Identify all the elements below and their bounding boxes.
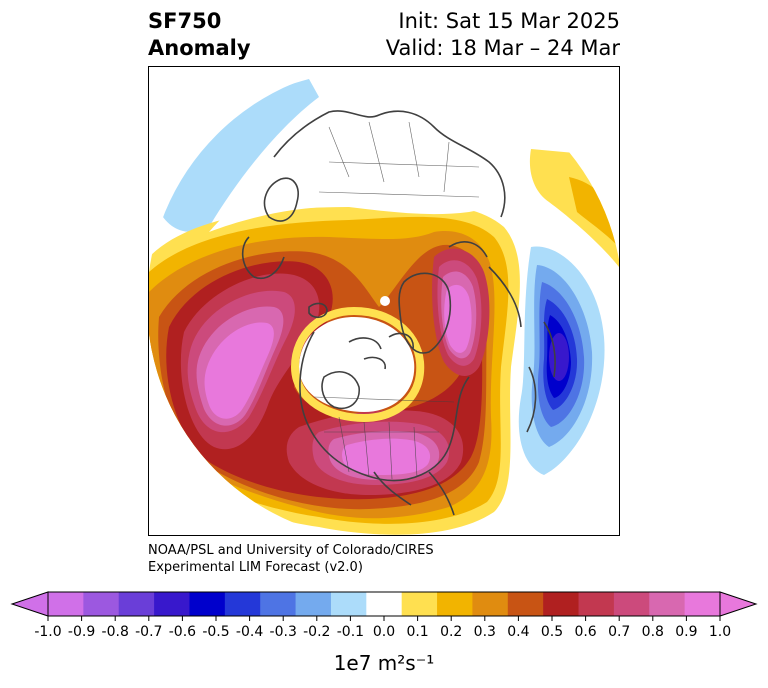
coast-eurasia-north [273, 110, 506, 218]
polar-map [149, 77, 619, 535]
colorbar-tick-label: -0.7 [135, 624, 162, 640]
colorbar-tick-label: 0.5 [541, 624, 563, 640]
colorbar-extend-low [10, 591, 49, 617]
credit-text: NOAA/PSL and University of Colorado/CIRE… [148, 542, 434, 576]
colorbar-tick-label: 0.7 [608, 624, 630, 640]
coast-scandinavia [263, 177, 299, 222]
colorbar-tick-label: 0.9 [675, 624, 697, 640]
coast-arctic-islands [348, 332, 414, 370]
colorbar-segment [649, 592, 686, 616]
colorbar-tick-label: 0.0 [373, 624, 395, 640]
colorbar-segment [118, 592, 155, 616]
colorbar-unit-label: 1e7 m²s⁻¹ [334, 651, 435, 675]
contour-pos-ne-inner [569, 177, 619, 247]
colorbar-tick-label: -0.3 [270, 624, 297, 640]
colorbar-segment [330, 592, 367, 616]
colorbar-tick-label: 0.6 [574, 624, 596, 640]
colorbar-segment [366, 592, 403, 616]
colorbar-segment [507, 592, 544, 616]
plot-dates: Init: Sat 15 Mar 2025 Valid: 18 Mar – 24… [386, 8, 620, 62]
valid-range: Valid: 18 Mar – 24 Mar [385, 36, 620, 60]
border-asia-grid [318, 121, 480, 198]
credit-line-2: Experimental LIM Forecast (v2.0) [148, 560, 363, 575]
colorbar-tick-label: -0.4 [236, 624, 263, 640]
colorbar-segment [401, 592, 438, 616]
colorbar-segment [48, 592, 84, 616]
pole-dot [380, 296, 390, 306]
colorbar: -1.0 -0.9 -0.8 -0.7 -0.6 -0.5 -0.4 -0.3 -0.2 -0.1… [10, 591, 758, 675]
colorbar-segment [472, 592, 509, 616]
contour-pole-yellow-ring [290, 306, 425, 423]
colorbar-tick-label: 0.4 [507, 624, 529, 640]
colorbar-ticks [47, 616, 721, 621]
colorbar-segment [83, 592, 120, 616]
colorbar-segment [260, 592, 297, 616]
coast-japan-east-asia [526, 321, 556, 433]
colorbar-extend-high [719, 591, 758, 617]
coast-greenland [398, 272, 452, 354]
colorbar-tick-label: 0.8 [642, 624, 664, 640]
contour-pos-09-west [204, 322, 274, 419]
colorbar-tick-label: 1.0 [709, 624, 731, 640]
colorbar-tick-label: -0.9 [68, 624, 95, 640]
contour-neutral-pole [299, 317, 415, 412]
colorbar-segment [295, 592, 332, 616]
colorbar-tick-labels: -1.0 -0.9 -0.8 -0.7 -0.6 -0.5 -0.4 -0.3 -0.2 -0.1… [34, 624, 731, 640]
colorbar-tick-label: -0.1 [337, 624, 364, 640]
colorbar-tick-label: -0.8 [102, 624, 129, 640]
coastlines [241, 110, 556, 516]
colorbar-segment [684, 592, 721, 616]
coast-iceland [308, 302, 328, 319]
plot-title: SF750 Anomaly [148, 8, 251, 62]
colorbar-segment [189, 592, 226, 616]
colorbar-segments [10, 591, 758, 617]
coast-alaska-asia [448, 241, 522, 328]
colorbar-tick-label: -0.6 [169, 624, 196, 640]
title-variable: SF750 [148, 9, 222, 33]
map-panel [148, 66, 620, 536]
colorbar-tick-label: 0.1 [406, 624, 428, 640]
colorbar-segment [224, 592, 261, 616]
init-date: Init: Sat 15 Mar 2025 [398, 9, 620, 33]
colorbar-segment [154, 592, 190, 616]
colorbar-segment [543, 592, 580, 616]
contour-neutral-north [209, 77, 525, 232]
coast-hudson-bay [321, 371, 360, 409]
colorbar-tick-label: 0.3 [474, 624, 496, 640]
contour-neg-nw [157, 79, 319, 232]
coast-gulf-mexico [373, 471, 455, 516]
border-canada [313, 396, 455, 403]
colorbar-tick-label: -1.0 [34, 624, 61, 640]
credit-line-1: NOAA/PSL and University of Colorado/CIRE… [148, 543, 434, 558]
colorbar-segment [437, 592, 473, 616]
title-subtitle: Anomaly [148, 36, 251, 60]
contour-pos-09-south [342, 438, 431, 475]
colorbar-tick-label: 0.2 [440, 624, 462, 640]
colorbar-segment [578, 592, 615, 616]
colorbar-tick-label: -0.5 [202, 624, 229, 640]
border-us-states [324, 416, 439, 480]
anomaly-field [149, 77, 619, 535]
colorbar-segment [613, 592, 650, 616]
country-borders [313, 121, 480, 480]
colorbar-tick-label: -0.2 [303, 624, 330, 640]
coast-europe-west [241, 236, 285, 279]
